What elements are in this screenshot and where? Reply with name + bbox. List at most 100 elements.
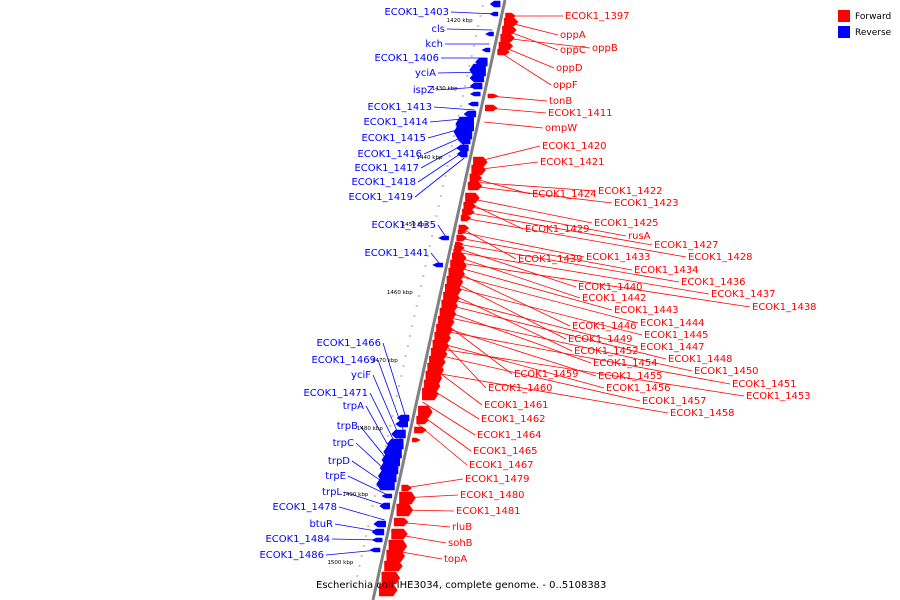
gene-label-ecok1-1438[interactable]: ECOK1_1438 bbox=[752, 302, 817, 313]
gene-label-ecok1-1471[interactable]: ECOK1_1471 bbox=[303, 388, 368, 399]
gene-label-ecok1-1486[interactable]: ECOK1_1486 bbox=[259, 550, 324, 561]
gene-label-ecok1-1450[interactable]: ECOK1_1450 bbox=[694, 366, 759, 377]
gene-label-ecok1-1461[interactable]: ECOK1_1461 bbox=[484, 400, 549, 411]
gene-label-rusa[interactable]: rusA bbox=[628, 231, 651, 242]
gene-label-ecok1-1441[interactable]: ECOK1_1441 bbox=[364, 248, 429, 259]
gene-label-cls[interactable]: cls bbox=[432, 24, 446, 35]
gene-label-trpl[interactable]: trpL bbox=[322, 487, 342, 498]
gene-label-ecok1-1478[interactable]: ECOK1_1478 bbox=[272, 502, 337, 513]
gene-label-trpb[interactable]: trpB bbox=[337, 421, 358, 432]
gene-label-ecok1-1462[interactable]: ECOK1_1462 bbox=[481, 414, 546, 425]
gene-label-trpd[interactable]: trpD bbox=[328, 456, 350, 467]
gene-label-ecok1-1465[interactable]: ECOK1_1465 bbox=[473, 446, 538, 457]
gene-label-topa[interactable]: topA bbox=[444, 554, 467, 565]
gene-label-ecok1-1442[interactable]: ECOK1_1442 bbox=[582, 293, 647, 304]
gene-label-ecok1-1419[interactable]: ECOK1_1419 bbox=[348, 192, 413, 203]
reverse-gene-arrow bbox=[371, 537, 383, 543]
gene-label-ecok1-1454[interactable]: ECOK1_1454 bbox=[593, 358, 658, 369]
forward-gene-arrow bbox=[416, 415, 429, 425]
forward-gene-arrow bbox=[500, 33, 515, 43]
gene-label-ecok1-1451[interactable]: ECOK1_1451 bbox=[732, 379, 797, 390]
gene-label-ecok1-1437[interactable]: ECOK1_1437 bbox=[711, 289, 776, 300]
gene-label-ecok1-1416[interactable]: ECOK1_1416 bbox=[357, 149, 422, 160]
gene-label-oppd[interactable]: oppD bbox=[556, 63, 583, 74]
gene-label-ecok1-1469[interactable]: ECOK1_1469 bbox=[311, 355, 376, 366]
gene-label-ecok1-1447[interactable]: ECOK1_1447 bbox=[640, 342, 705, 353]
gene-label-ecok1-1467[interactable]: ECOK1_1467 bbox=[469, 460, 534, 471]
gene-label-ecok1-1418[interactable]: ECOK1_1418 bbox=[351, 177, 416, 188]
gene-label-ecok1-1444[interactable]: ECOK1_1444 bbox=[640, 318, 705, 329]
gene-label-ecok1-1436[interactable]: ECOK1_1436 bbox=[681, 277, 746, 288]
reverse-gene-arrow bbox=[395, 420, 408, 428]
gene-label-tonb[interactable]: tonB bbox=[549, 96, 572, 107]
tick-label: 1470 kbp bbox=[372, 358, 398, 364]
gene-label-ecok1-1440[interactable]: ECOK1_1440 bbox=[578, 282, 643, 293]
gene-label-trpc[interactable]: trpC bbox=[333, 438, 354, 449]
gene-label-ecok1-1434[interactable]: ECOK1_1434 bbox=[634, 265, 699, 276]
gene-label-ecok1-1460[interactable]: ECOK1_1460 bbox=[488, 383, 553, 394]
forward-label-connector bbox=[422, 401, 476, 436]
gene-label-ecok1-1458[interactable]: ECOK1_1458 bbox=[670, 408, 735, 419]
gene-label-oppc[interactable]: oppC bbox=[560, 45, 586, 56]
gene-label-trpa[interactable]: trpA bbox=[343, 401, 364, 412]
gene-label-ecok1-1466[interactable]: ECOK1_1466 bbox=[316, 338, 381, 349]
gene-label-ecok1-1427[interactable]: ECOK1_1427 bbox=[654, 240, 719, 251]
gene-label-ecok1-1414[interactable]: ECOK1_1414 bbox=[363, 117, 428, 128]
gene-label-ecok1-1455[interactable]: ECOK1_1455 bbox=[598, 371, 663, 382]
gene-label-ecok1-1480[interactable]: ECOK1_1480 bbox=[460, 490, 525, 501]
gene-label-ispz[interactable]: ispZ bbox=[413, 85, 434, 96]
gene-label-ecok1-1464[interactable]: ECOK1_1464 bbox=[477, 430, 542, 441]
forward-label-connector bbox=[470, 181, 597, 192]
gene-label-ecok1-1424[interactable]: ECOK1_1424 bbox=[532, 189, 597, 200]
gene-label-ecok1-1423[interactable]: ECOK1_1423 bbox=[614, 198, 679, 209]
gene-label-ycia[interactable]: yciA bbox=[415, 68, 436, 79]
forward-gene-arrow bbox=[384, 560, 403, 572]
gene-label-ecok1-1459[interactable]: ECOK1_1459 bbox=[514, 369, 579, 380]
gene-label-ecok1-1452[interactable]: ECOK1_1452 bbox=[574, 346, 639, 357]
gene-label-btur[interactable]: btuR bbox=[309, 519, 333, 530]
gene-label-ecok1-1439[interactable]: ECOK1_1439 bbox=[518, 254, 583, 265]
gene-label-ecok1-1417[interactable]: ECOK1_1417 bbox=[354, 163, 419, 174]
gene-label-kch[interactable]: kch bbox=[425, 39, 443, 50]
gene-label-ecok1-1443[interactable]: ECOK1_1443 bbox=[614, 305, 679, 316]
gene-label-ecok1-1421[interactable]: ECOK1_1421 bbox=[540, 157, 605, 168]
gene-label-sohb[interactable]: sohB bbox=[448, 538, 473, 549]
gene-label-ecok1-1397[interactable]: ECOK1_1397 bbox=[565, 11, 630, 22]
legend: Forward Reverse bbox=[838, 10, 892, 38]
reverse-gene-arrow bbox=[489, 0, 501, 8]
gene-label-ecok1-1429[interactable]: ECOK1_1429 bbox=[525, 224, 590, 235]
reverse-gene-arrow bbox=[371, 528, 385, 536]
gene-label-ecok1-1428[interactable]: ECOK1_1428 bbox=[688, 252, 753, 263]
gene-label-trpe[interactable]: trpE bbox=[325, 471, 346, 482]
gene-label-ecok1-1445[interactable]: ECOK1_1445 bbox=[644, 330, 709, 341]
gene-label-oppf[interactable]: oppF bbox=[553, 80, 578, 91]
gene-label-rlub[interactable]: rluB bbox=[452, 522, 472, 533]
gene-label-ecok1-1449[interactable]: ECOK1_1449 bbox=[568, 334, 633, 345]
gene-label-ecok1-1435[interactable]: ECOK1_1435 bbox=[371, 220, 436, 231]
gene-label-ecok1-1484[interactable]: ECOK1_1484 bbox=[265, 534, 330, 545]
gene-label-ecok1-1446[interactable]: ECOK1_1446 bbox=[572, 321, 637, 332]
gene-label-ecok1-1448[interactable]: ECOK1_1448 bbox=[668, 354, 733, 365]
gene-label-ecok1-1422[interactable]: ECOK1_1422 bbox=[598, 186, 663, 197]
gene-label-ecok1-1481[interactable]: ECOK1_1481 bbox=[456, 506, 521, 517]
gene-label-oppb[interactable]: oppB bbox=[592, 43, 618, 54]
forward-label-connector bbox=[433, 353, 641, 402]
gene-label-ecok1-1479[interactable]: ECOK1_1479 bbox=[465, 474, 530, 485]
gene-label-ecok1-1433[interactable]: ECOK1_1433 bbox=[586, 252, 651, 263]
minor-tick-marks bbox=[354, 5, 484, 587]
gene-label-ecok1-1406[interactable]: ECOK1_1406 bbox=[374, 53, 439, 64]
gene-label-ompw[interactable]: ompW bbox=[545, 123, 577, 134]
gene-label-ecok1-1425[interactable]: ECOK1_1425 bbox=[594, 218, 659, 229]
forward-label-connector bbox=[442, 309, 592, 364]
gene-label-ecok1-1415[interactable]: ECOK1_1415 bbox=[361, 133, 426, 144]
gene-label-ecok1-1411[interactable]: ECOK1_1411 bbox=[548, 108, 613, 119]
reverse-gene-arrow bbox=[376, 477, 395, 491]
gene-label-oppa[interactable]: oppA bbox=[560, 30, 586, 41]
gene-label-ecok1-1453[interactable]: ECOK1_1453 bbox=[746, 391, 811, 402]
gene-label-ycif[interactable]: yciF bbox=[351, 370, 371, 381]
gene-label-ecok1-1457[interactable]: ECOK1_1457 bbox=[642, 396, 707, 407]
gene-label-ecok1-1403[interactable]: ECOK1_1403 bbox=[384, 7, 449, 18]
gene-label-ecok1-1413[interactable]: ECOK1_1413 bbox=[367, 102, 432, 113]
gene-label-ecok1-1420[interactable]: ECOK1_1420 bbox=[542, 141, 607, 152]
gene-label-ecok1-1456[interactable]: ECOK1_1456 bbox=[606, 383, 671, 394]
